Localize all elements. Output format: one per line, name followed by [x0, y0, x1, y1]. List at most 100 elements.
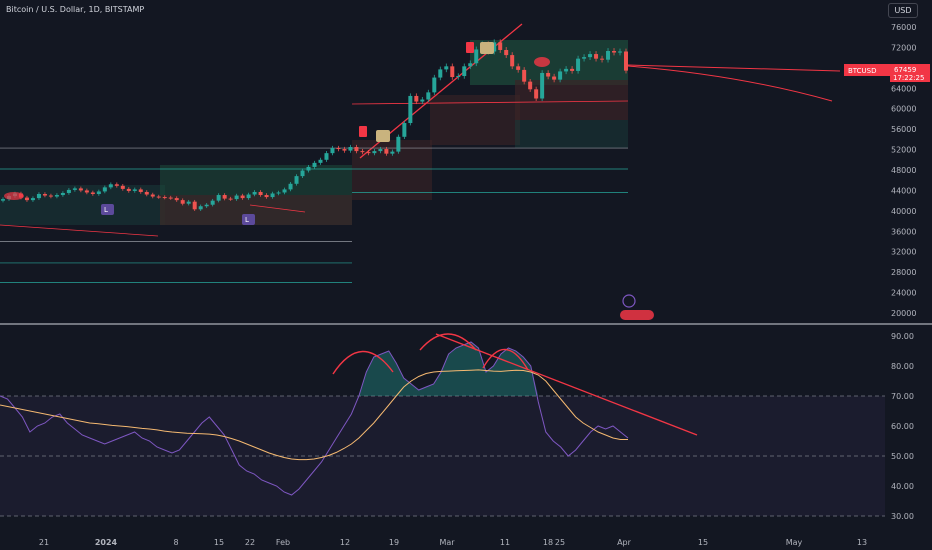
- price-tag-symbol: BTCUSD: [848, 67, 877, 75]
- support-levels: [0, 147, 628, 283]
- candle-body: [120, 185, 125, 189]
- forecast-curve: [627, 65, 833, 102]
- candle-body: [462, 66, 467, 77]
- candle-body: [318, 159, 323, 163]
- range-box-7: [515, 120, 628, 148]
- time-tick-label: 12: [340, 538, 350, 547]
- candle-body: [594, 54, 599, 59]
- rsi-overbought-fill: [358, 342, 539, 396]
- marker-l-2: [242, 214, 255, 225]
- svg-text:L: L: [104, 206, 108, 214]
- candle-body: [72, 188, 77, 190]
- range-box-2-lower: [160, 195, 352, 225]
- candle-body: [348, 147, 353, 151]
- price-tick-label: 36000: [891, 227, 916, 236]
- candle-body: [624, 51, 628, 71]
- candle-body: [378, 149, 383, 152]
- candle-body: [504, 49, 509, 56]
- candle-body: [408, 95, 413, 124]
- time-tick-label: 15: [698, 538, 708, 547]
- candle-body: [264, 195, 269, 198]
- rsi-tick-label: 70.00: [891, 392, 914, 401]
- price-tick-label: 28000: [891, 268, 916, 277]
- rsi-downtrend-line: [435, 333, 698, 436]
- price-tick-label: 40000: [891, 207, 916, 216]
- candle-body: [492, 42, 497, 52]
- candle-body: [174, 198, 179, 201]
- rsi-axis: 90.00 80.00 70.00 60.00 50.00 40.00 30.00: [891, 332, 914, 521]
- candle-body: [432, 77, 437, 93]
- range-box-6: [515, 80, 628, 120]
- old-trendline: [0, 224, 159, 237]
- time-tick-label: 13: [857, 538, 867, 547]
- candle-body: [396, 136, 401, 152]
- candle-body: [336, 148, 341, 150]
- candle-body: [42, 194, 47, 196]
- rsi-tick-label: 30.00: [891, 512, 914, 521]
- price-tick-label: 20000: [891, 309, 916, 318]
- rsi-tick-label: 90.00: [891, 332, 914, 341]
- candle-body: [102, 187, 107, 192]
- candle-body: [114, 184, 119, 186]
- candle-body: [570, 68, 575, 71]
- marker-flag-2: [480, 42, 494, 54]
- candle-body: [228, 198, 233, 200]
- price-tick-label: 32000: [891, 248, 916, 257]
- candle-body: [246, 194, 251, 199]
- candle-body: [564, 68, 569, 72]
- price-tag-price: 67459: [894, 66, 916, 74]
- candle-body: [354, 147, 359, 152]
- candle-body: [156, 196, 161, 198]
- candle-body: [204, 204, 209, 207]
- candle-body: [138, 189, 143, 192]
- price-tick-label: 24000: [891, 289, 916, 298]
- svg-text:L: L: [245, 216, 249, 224]
- rsi-arc-1: [332, 350, 394, 375]
- candle-body: [438, 69, 443, 78]
- candle-body: [198, 206, 203, 210]
- candle-body: [168, 197, 173, 199]
- candle-body: [582, 57, 587, 59]
- forecast-line: [627, 64, 841, 72]
- rsi-line: [0, 341, 629, 496]
- candle-body: [558, 71, 563, 80]
- candle-body: [366, 152, 371, 154]
- candle-body: [426, 92, 431, 100]
- marker-p-2: [466, 42, 474, 53]
- price-tick-label: 76000: [891, 23, 916, 32]
- time-tick-label: 25: [555, 538, 565, 547]
- time-tick-label: 11: [500, 538, 510, 547]
- chart-title: Bitcoin / U.S. Dollar, 1D, BITSTAMP: [6, 5, 145, 14]
- price-tag[interactable]: BTCUSD 67459 17:22:25: [844, 64, 930, 82]
- candle-body: [48, 195, 53, 197]
- time-tick-label: 15: [214, 538, 224, 547]
- candle-body: [342, 149, 347, 151]
- candle-body: [252, 191, 257, 195]
- candle-body: [546, 72, 551, 77]
- candle-body: [150, 194, 155, 197]
- marker-circle-1: [534, 57, 550, 67]
- marker-flag-1: [376, 130, 390, 142]
- candle-body: [324, 153, 329, 160]
- candle-body: [144, 191, 149, 195]
- candle-body: [600, 58, 605, 60]
- rsi-tick-label: 40.00: [891, 482, 914, 491]
- candle-body: [528, 81, 533, 90]
- replay-icon: [620, 310, 654, 320]
- time-tick-label: 8: [173, 538, 178, 547]
- candle-body: [36, 194, 41, 199]
- candle-body: [390, 151, 395, 154]
- candle-body: [540, 72, 545, 99]
- candle-body: [414, 95, 419, 102]
- candle-body: [90, 192, 95, 195]
- candle-body: [360, 151, 365, 153]
- price-pane: [0, 23, 841, 237]
- candle-body: [30, 198, 35, 201]
- candle-body: [258, 191, 263, 196]
- candle-body: [534, 89, 539, 99]
- candle-body: [384, 149, 389, 154]
- event-markers: L L: [4, 42, 654, 320]
- currency-button[interactable]: USD: [888, 3, 918, 18]
- time-tick-label: 19: [389, 538, 399, 547]
